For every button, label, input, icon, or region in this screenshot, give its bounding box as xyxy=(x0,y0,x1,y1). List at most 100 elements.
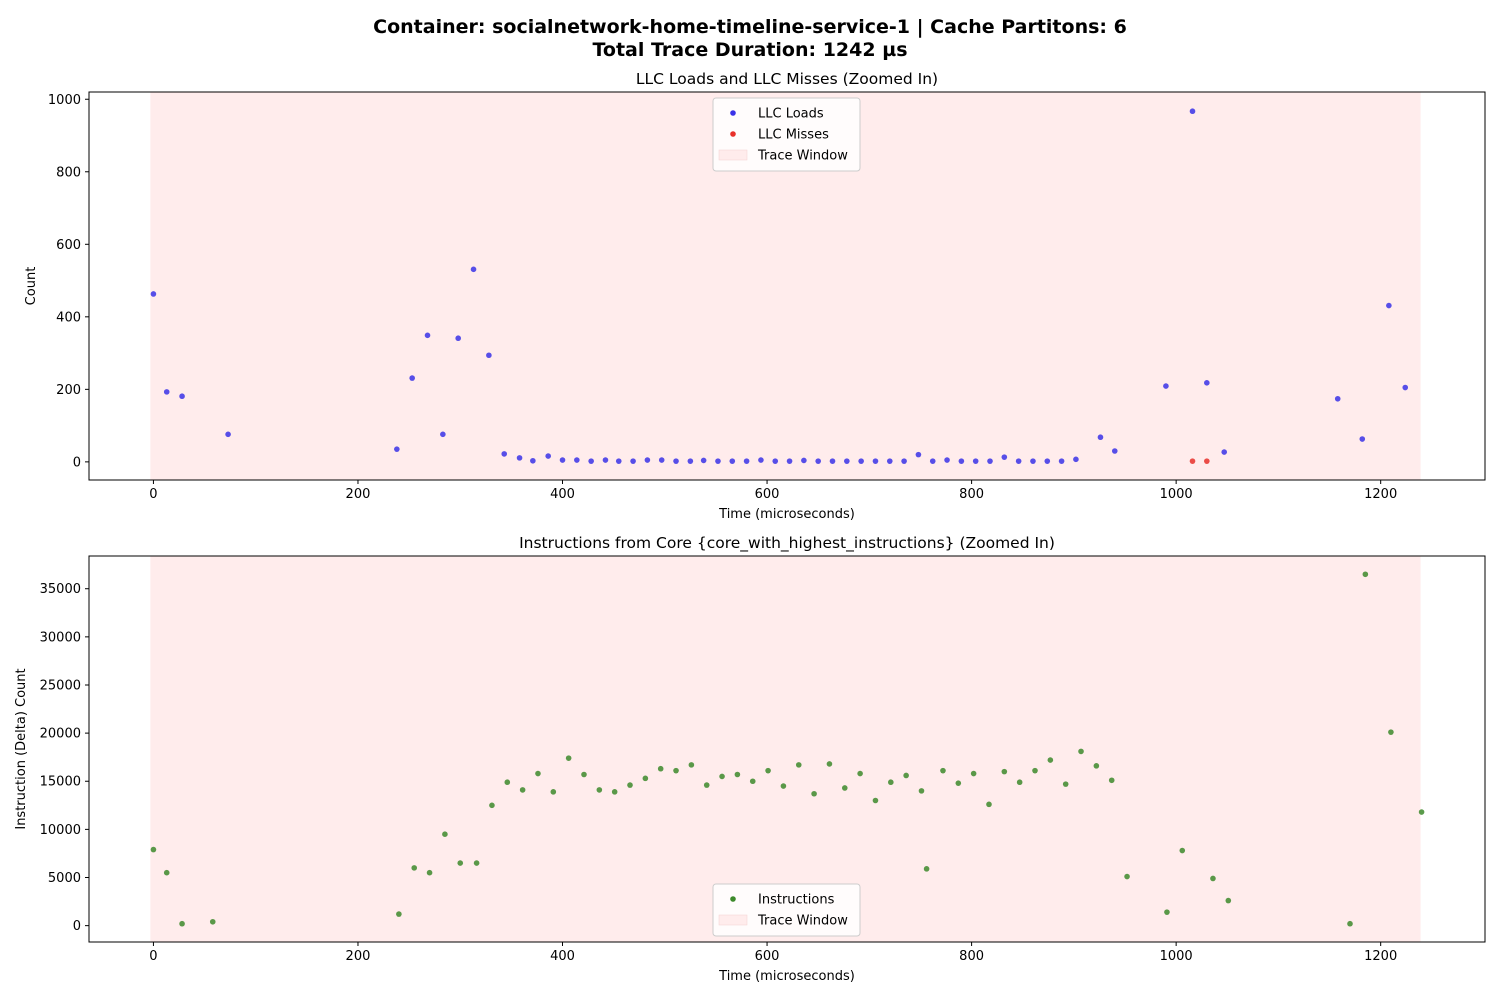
llc-misses-point xyxy=(1204,458,1210,464)
legend: Instructions Trace Window xyxy=(712,883,861,937)
x-tick-label: 1200 xyxy=(1364,487,1397,502)
llc-loads-point xyxy=(1221,449,1228,455)
instructions-point xyxy=(519,787,526,793)
llc-loads-point xyxy=(987,458,993,464)
instructions-point xyxy=(826,761,833,767)
figure-title: Container: socialnetwork-home-timeline-s… xyxy=(0,16,1500,62)
llc-loads-point xyxy=(179,393,185,400)
x-tick-label: 1000 xyxy=(1160,487,1193,502)
instructions-point xyxy=(1388,729,1394,735)
llc-loads-point xyxy=(1030,458,1036,464)
instructions-point xyxy=(179,920,185,927)
llc-loads-point xyxy=(886,458,893,464)
legend-label: Trace Window xyxy=(757,149,848,164)
y-tick-label: 25000 xyxy=(40,678,81,693)
llc-loads-point xyxy=(1163,383,1169,389)
llc-loads-point xyxy=(929,458,936,464)
instructions-point xyxy=(1001,768,1008,775)
llc-loads-point xyxy=(602,457,609,463)
instructions-point xyxy=(970,770,977,777)
x-tick-label: 800 xyxy=(959,949,984,964)
llc-loads-point xyxy=(545,453,551,459)
legend-patch xyxy=(718,914,748,926)
instructions-point xyxy=(918,788,925,794)
instructions-point xyxy=(1347,920,1353,927)
legend-marker xyxy=(730,131,736,137)
instructions-point xyxy=(955,780,962,786)
y-tick-label: 5000 xyxy=(48,871,81,886)
llc-loads-point xyxy=(729,458,736,464)
instructions-point xyxy=(489,802,495,809)
legend-box xyxy=(712,883,861,937)
y-tick-label: 35000 xyxy=(40,582,81,597)
instructions-point xyxy=(596,787,603,793)
llc-loads-point xyxy=(630,458,636,464)
llc-loads-point xyxy=(225,431,231,438)
subplot-title: Instructions from Core {core_with_highes… xyxy=(519,534,1055,553)
instructions-point xyxy=(765,767,771,774)
subplot-title: LLC Loads and LLC Misses (Zoomed In) xyxy=(636,70,938,88)
legend-marker xyxy=(730,110,736,116)
instructions-point xyxy=(504,779,511,786)
llc-loads-point xyxy=(1111,448,1118,454)
llc-loads-point xyxy=(1334,395,1341,402)
legend-marker xyxy=(730,896,736,902)
plot-panel-2: 0 200 400 600 800 1000 1200 0 5000 10000 15000 2000… xyxy=(14,534,1486,984)
llc-loads-point xyxy=(440,431,446,438)
llc-loads-point xyxy=(409,375,415,381)
llc-loads-point xyxy=(486,352,492,359)
instructions-point xyxy=(565,755,572,761)
legend-label: Instructions xyxy=(758,893,835,908)
instructions-point xyxy=(1179,847,1186,854)
instructions-point xyxy=(749,778,756,785)
instructions-point xyxy=(1108,777,1115,784)
instructions-point xyxy=(657,765,664,772)
x-tick-label: 1200 xyxy=(1364,949,1397,964)
instructions-point xyxy=(550,789,557,795)
legend-label: LLC Misses xyxy=(758,128,829,143)
x-axis-label: Time (microseconds) xyxy=(718,969,855,984)
llc-loads-point xyxy=(1044,458,1051,464)
instructions-point xyxy=(581,771,587,778)
y-tick-label: 1000 xyxy=(48,93,81,108)
instructions-point xyxy=(1362,571,1369,578)
y-tick-label: 0 xyxy=(73,455,81,470)
llc-loads-point xyxy=(1386,302,1392,309)
plot-panel-1: 0 200 400 600 800 1000 1200 0 200 400 600 800 1000 LL… xyxy=(24,70,1486,522)
llc-loads-point xyxy=(574,457,580,463)
instructions-point xyxy=(986,801,992,808)
y-tick-label: 400 xyxy=(56,310,81,325)
instructions-point xyxy=(1047,757,1054,763)
y-axis-label: Count xyxy=(24,267,39,306)
llc-loads-point xyxy=(615,458,622,464)
instructions-point xyxy=(1032,767,1038,774)
x-tick-label: 0 xyxy=(149,949,157,964)
instructions-point xyxy=(611,789,618,795)
y-axis-label: Instruction (Delta) Count xyxy=(14,668,29,829)
llc-loads-point xyxy=(673,458,679,464)
instructions-point xyxy=(457,860,464,866)
llc-loads-point xyxy=(915,451,922,458)
instructions-point xyxy=(1418,809,1425,815)
instructions-point xyxy=(1225,897,1232,904)
llc-loads-point xyxy=(901,458,907,464)
llc-loads-point xyxy=(530,457,536,464)
y-tick-label: 0 xyxy=(73,919,81,934)
llc-loads-point xyxy=(687,458,694,464)
instructions-point xyxy=(841,785,848,791)
llc-loads-point xyxy=(559,457,566,463)
llc-loads-point xyxy=(1097,434,1104,441)
instructions-point xyxy=(426,869,433,876)
instructions-point xyxy=(780,783,787,789)
instructions-point xyxy=(734,771,741,778)
instructions-point xyxy=(411,865,418,871)
x-tick-label: 400 xyxy=(550,487,575,502)
y-tick-label: 30000 xyxy=(40,630,81,645)
x-axis-label: Time (microseconds) xyxy=(718,507,855,522)
instructions-point xyxy=(627,782,633,788)
figure-title-line-1: Container: socialnetwork-home-timeline-s… xyxy=(373,16,1127,38)
instructions-point xyxy=(888,779,894,786)
instructions-point xyxy=(872,797,879,804)
instructions-point xyxy=(1210,875,1216,882)
llc-loads-point xyxy=(858,458,864,464)
